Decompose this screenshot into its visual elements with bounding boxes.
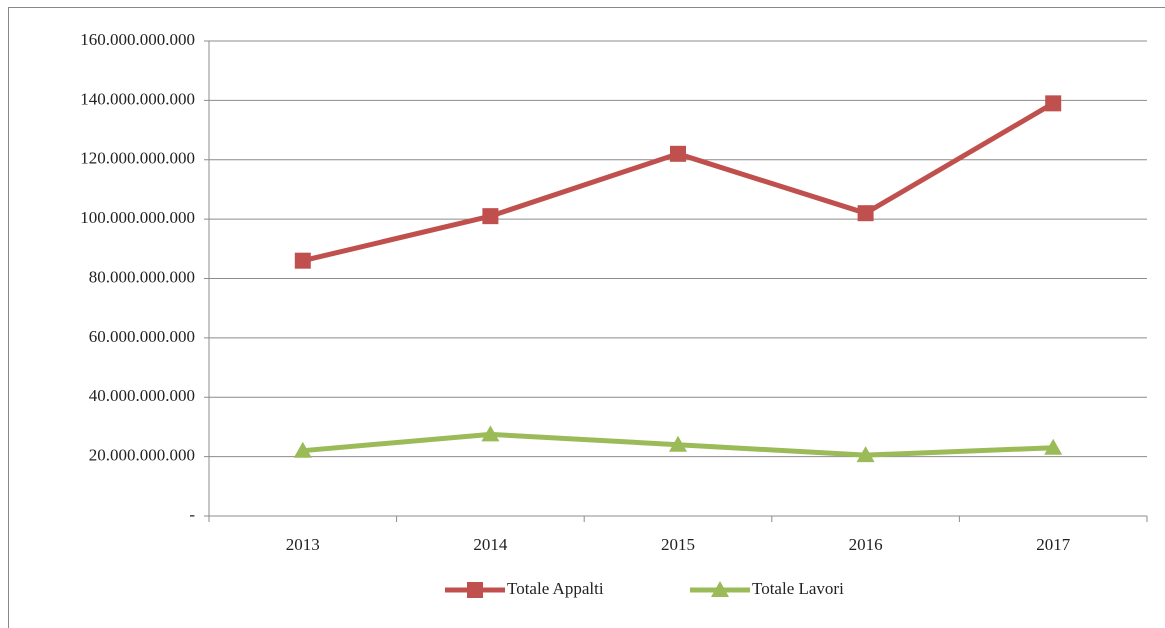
data-point: [856, 446, 875, 463]
y-tick-label: -: [189, 505, 195, 524]
data-point: [294, 252, 311, 269]
y-tick-label: 120.000.000.000: [80, 149, 195, 168]
data-point: [857, 205, 874, 222]
chart-border: [8, 7, 1165, 628]
legend-label: Totale Lavori: [752, 579, 844, 598]
data-point: [482, 208, 499, 225]
x-tick-label: 2015: [661, 535, 695, 554]
x-tick-label: 2013: [286, 535, 320, 554]
x-tick-label: 2017: [1036, 535, 1071, 554]
y-tick-label: 100.000.000.000: [80, 208, 195, 227]
y-tick-label: 40.000.000.000: [89, 386, 195, 405]
data-point: [481, 425, 500, 442]
y-tick-label: 160.000.000.000: [80, 30, 195, 49]
data-point: [669, 435, 687, 452]
data-point: [1045, 95, 1062, 112]
x-tick-label: 2016: [849, 535, 883, 554]
y-tick-label: 60.000.000.000: [89, 327, 195, 346]
y-tick-label: 80.000.000.000: [89, 267, 195, 286]
x-tick-label: 2014: [473, 535, 508, 554]
legend-label: Totale Appalti: [507, 579, 604, 598]
y-tick-label: 20.000.000.000: [89, 446, 195, 465]
data-point: [670, 145, 686, 162]
legend-marker: [467, 582, 483, 598]
y-tick-label: 140.000.000.000: [80, 89, 195, 108]
data-point: [1044, 438, 1063, 455]
legend-marker: [711, 581, 729, 597]
series-line: [302, 101, 1055, 264]
data-point: [293, 441, 312, 458]
